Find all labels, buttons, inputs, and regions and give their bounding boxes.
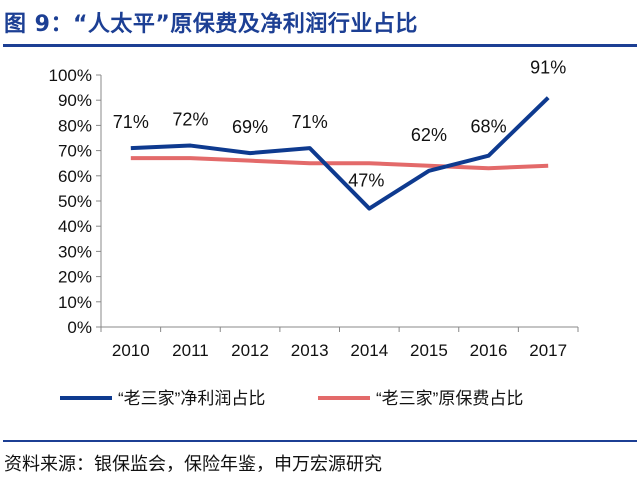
y-tick-label: 0% bbox=[67, 318, 92, 337]
figure-title: 图 9：“人太平”原保费及净利润行业占比 bbox=[4, 12, 418, 37]
series-line-premium bbox=[130, 156, 549, 171]
y-tick-label: 20% bbox=[58, 268, 92, 287]
y-tick-label: 60% bbox=[58, 167, 92, 186]
y-tick-label: 90% bbox=[58, 91, 92, 110]
legend-label-profit: “老三家”净利润占比 bbox=[118, 389, 265, 408]
data-label: 62% bbox=[411, 125, 447, 145]
y-tick-label: 80% bbox=[58, 116, 92, 135]
data-label: 71% bbox=[292, 112, 328, 132]
x-tick-label: 2016 bbox=[470, 341, 508, 360]
source-divider bbox=[3, 440, 637, 442]
title-divider bbox=[3, 44, 637, 47]
data-label: 47% bbox=[348, 171, 384, 191]
x-tick-label: 2011 bbox=[172, 341, 209, 360]
source-note: 资料来源：银保监会，保险年鉴，申万宏源研究 bbox=[4, 454, 382, 475]
y-tick-label: 100% bbox=[49, 66, 92, 85]
x-tick-label: 2013 bbox=[291, 341, 329, 360]
y-tick-label: 50% bbox=[58, 192, 92, 211]
x-tick-label: 2010 bbox=[112, 341, 150, 360]
y-tick-label: 10% bbox=[58, 293, 92, 312]
series-line-profit bbox=[130, 96, 550, 211]
data-label: 69% bbox=[232, 117, 268, 137]
data-label: 72% bbox=[172, 110, 208, 130]
legend-label-premium: “老三家”原保费占比 bbox=[376, 389, 523, 408]
data-label: 71% bbox=[113, 112, 149, 132]
data-label: 91% bbox=[530, 58, 566, 78]
y-tick-label: 30% bbox=[58, 242, 92, 261]
x-tick-label: 2012 bbox=[231, 341, 269, 360]
x-tick-label: 2017 bbox=[529, 341, 567, 360]
data-label: 68% bbox=[471, 117, 507, 137]
line-chart: 0% 10% 20% 30% 40% 50% 60% 70% 80% 90% 100% 2010 201… bbox=[49, 58, 579, 408]
y-tick-label: 70% bbox=[58, 142, 92, 161]
x-tick-label: 2015 bbox=[410, 341, 448, 360]
x-tick-label: 2014 bbox=[350, 341, 388, 360]
y-tick-label: 40% bbox=[58, 217, 92, 236]
